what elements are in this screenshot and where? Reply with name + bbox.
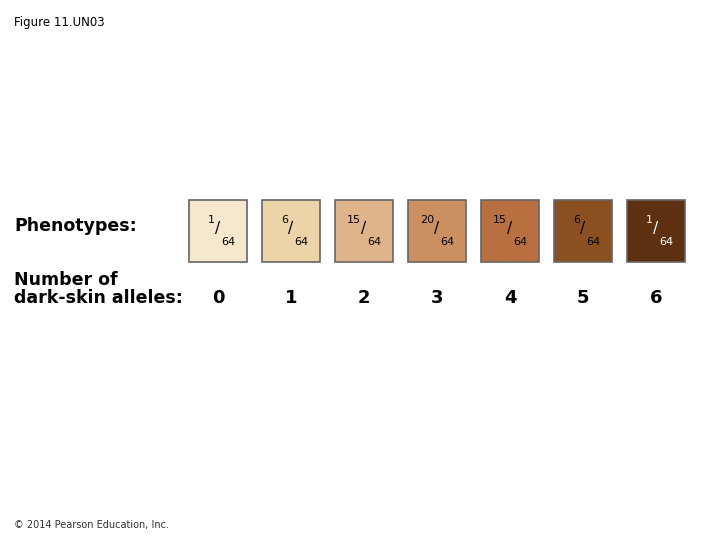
Text: /: /: [654, 221, 659, 237]
Text: /: /: [434, 221, 440, 237]
Text: 20: 20: [420, 215, 434, 225]
Text: 6: 6: [281, 215, 288, 225]
Text: dark-skin alleles:: dark-skin alleles:: [14, 289, 183, 307]
Text: /: /: [508, 221, 513, 237]
Bar: [189, 200, 247, 262]
Text: 15: 15: [347, 215, 361, 225]
Text: 64: 64: [367, 237, 381, 247]
Text: Phenotypes:: Phenotypes:: [14, 217, 137, 235]
Bar: [262, 200, 320, 262]
Text: /: /: [580, 221, 585, 237]
Text: 15: 15: [493, 215, 507, 225]
Text: 64: 64: [586, 237, 600, 247]
Bar: [554, 200, 612, 262]
Bar: [335, 200, 393, 262]
Text: 0: 0: [212, 289, 224, 307]
Text: 6: 6: [573, 215, 580, 225]
Text: © 2014 Pearson Education, Inc.: © 2014 Pearson Education, Inc.: [14, 520, 169, 530]
Text: 1: 1: [208, 215, 215, 225]
Text: 64: 64: [513, 237, 527, 247]
Text: 5: 5: [577, 289, 589, 307]
Text: 64: 64: [440, 237, 454, 247]
Text: 4: 4: [504, 289, 516, 307]
Bar: [481, 200, 539, 262]
Text: 64: 64: [294, 237, 308, 247]
Text: 2: 2: [358, 289, 370, 307]
Text: 64: 64: [221, 237, 235, 247]
Text: 6: 6: [649, 289, 662, 307]
Bar: [408, 200, 466, 262]
Text: /: /: [289, 221, 294, 237]
Text: /: /: [361, 221, 366, 237]
Text: 1: 1: [284, 289, 297, 307]
Text: Number of: Number of: [14, 271, 117, 289]
Bar: [627, 200, 685, 262]
Text: 64: 64: [659, 237, 673, 247]
Text: Figure 11.UN03: Figure 11.UN03: [14, 16, 104, 29]
Text: 3: 3: [431, 289, 444, 307]
Text: /: /: [215, 221, 220, 237]
Text: 1: 1: [646, 215, 653, 225]
